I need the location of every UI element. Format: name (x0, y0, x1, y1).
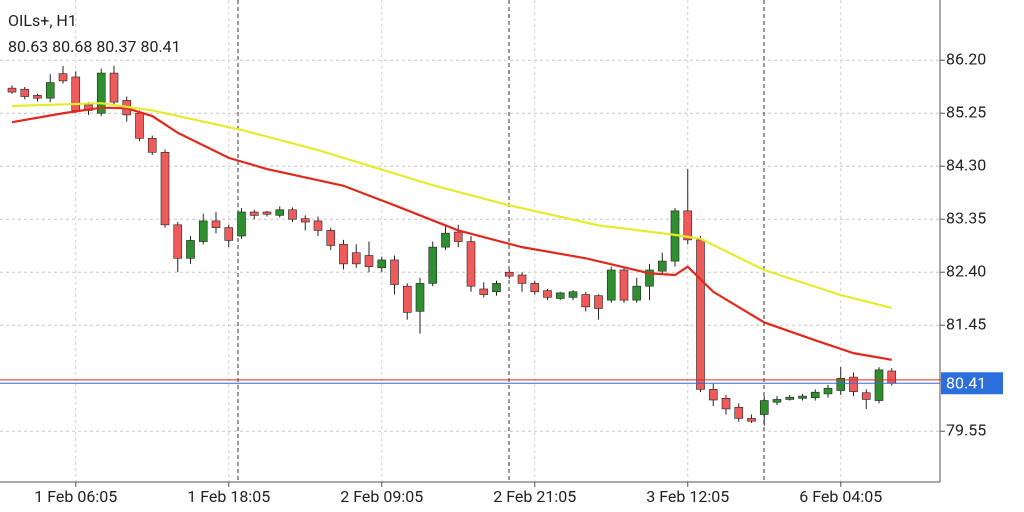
candle-body (275, 209, 285, 216)
candle-body (721, 398, 731, 410)
candle-body (109, 72, 119, 103)
y-tick-label: 81.45 (946, 314, 986, 333)
candle-body (708, 389, 718, 401)
candle-body (517, 274, 527, 284)
candle-body (288, 209, 297, 220)
candle-body (224, 227, 234, 241)
x-tick-label: 1 Feb 06:05 (34, 487, 117, 506)
candle-body (211, 220, 221, 228)
candle-body (861, 392, 871, 400)
candle-body (300, 218, 310, 223)
candle-body (7, 87, 17, 93)
candle-body (364, 255, 374, 267)
moving-average (11, 106, 892, 361)
candle-body (606, 269, 616, 301)
candle-body (198, 220, 208, 242)
candle-body (849, 376, 858, 392)
candle-body (568, 291, 578, 298)
chart-title: OILs+, H1 (8, 11, 77, 30)
candle-body (351, 252, 361, 265)
candle-body (262, 211, 272, 215)
last-price-label: 80.41 (946, 373, 986, 392)
candle-body (759, 400, 769, 415)
candle-body (173, 224, 183, 259)
candle-body (147, 138, 157, 153)
candle-body (555, 292, 565, 299)
x-tick-label: 3 Feb 12:05 (646, 487, 729, 506)
candle-body (798, 395, 807, 399)
candle-body (466, 241, 476, 287)
candle-body (186, 240, 195, 259)
candle-body (20, 88, 30, 97)
candle-body (874, 369, 884, 401)
candle-body (530, 283, 540, 293)
candle-body (810, 391, 820, 399)
plot (0, 65, 1003, 426)
candle-body (339, 244, 348, 265)
y-tick-label: 86.20 (946, 49, 986, 68)
candle-body (747, 418, 756, 422)
candle-body (441, 232, 450, 248)
candle-body (492, 283, 501, 293)
last-price-box (941, 372, 1003, 395)
candle-body (619, 269, 629, 301)
y-tick-label: 84.30 (946, 155, 986, 174)
candle-body (887, 370, 897, 384)
candle-body (785, 396, 795, 400)
candle-body (543, 290, 552, 298)
candle-body (96, 72, 106, 114)
candle-body (594, 295, 603, 309)
x-tick-label: 2 Feb 21:05 (493, 487, 576, 506)
candle-body (390, 259, 399, 285)
candle-body (581, 294, 591, 308)
y-tick-label: 85.25 (946, 102, 986, 121)
candle-body (377, 259, 387, 269)
candle-body (313, 220, 323, 231)
candle-body (734, 406, 744, 419)
candle-body (71, 76, 81, 111)
candle-body (45, 82, 55, 99)
candle-body (479, 288, 489, 295)
candle-body (504, 271, 514, 277)
candle-body (632, 285, 642, 301)
x-tick-label: 2 Feb 09:05 (340, 487, 423, 506)
y-tick-label: 82.40 (946, 261, 986, 280)
moving-average (11, 102, 893, 310)
candle-body (160, 151, 170, 226)
candle-body (823, 387, 833, 395)
candle-body (696, 239, 705, 390)
candle-body (326, 230, 336, 246)
candle-body (772, 399, 782, 403)
candle-body (33, 95, 42, 99)
candle-body (836, 377, 846, 391)
ohlc-readout: 80.63 80.68 80.37 80.41 (8, 37, 181, 56)
candle-body (415, 283, 425, 312)
candle-body (683, 210, 693, 241)
candle-body (645, 269, 654, 287)
candle-body (58, 73, 68, 82)
candle-body (402, 285, 412, 313)
candle-body (237, 211, 246, 237)
candle-body (453, 231, 463, 242)
x-tick-label: 1 Feb 18:05 (187, 487, 270, 506)
y-tick-label: 79.55 (946, 420, 986, 439)
candle-body (135, 112, 144, 139)
x-tick-label: 6 Feb 04:05 (799, 487, 882, 506)
candle-body (249, 211, 259, 216)
y-tick-label: 83.35 (946, 208, 986, 227)
candle-body (428, 246, 438, 284)
candle-body (657, 260, 667, 272)
